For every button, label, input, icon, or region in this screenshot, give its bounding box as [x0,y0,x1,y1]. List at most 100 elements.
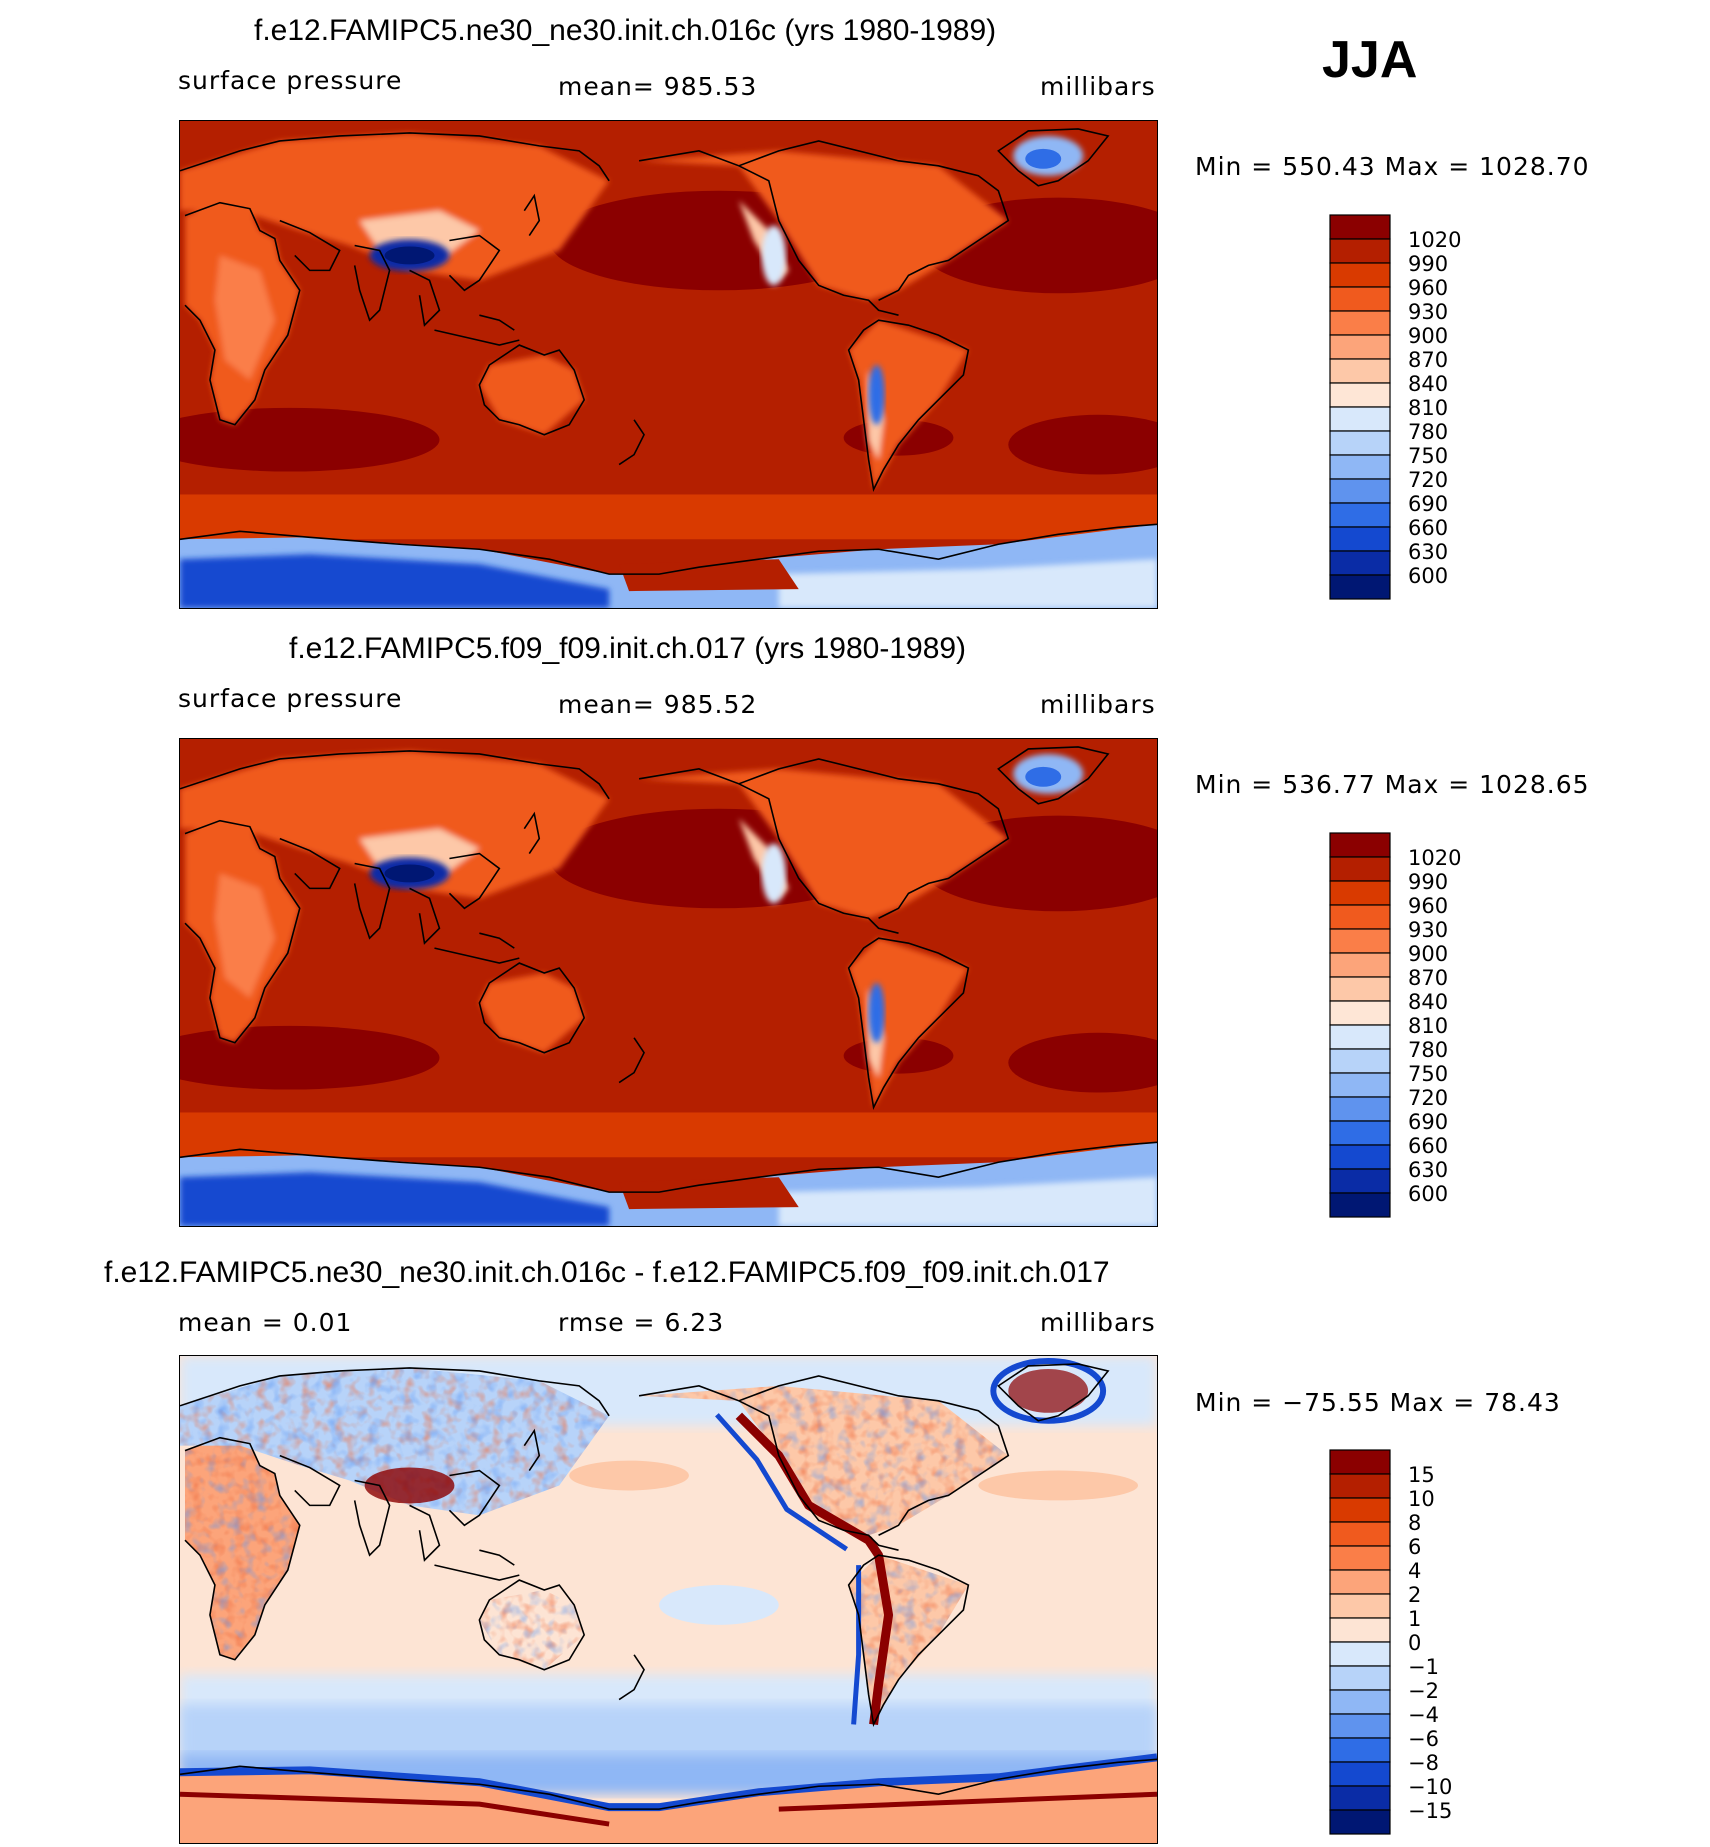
colorbar-tick-label: 630 [1408,1158,1448,1182]
colorbar-tick-label: 990 [1408,870,1448,894]
panel-3-mean-label: mean = 0.01 [178,1308,353,1337]
colorbar-tick-label: 4 [1408,1559,1421,1583]
colorbar-swatch [1329,214,1391,240]
colorbar-tick-label: 630 [1408,540,1448,564]
colorbar-swatch [1329,574,1391,600]
colorbar-swatch [1329,454,1391,480]
panel-1-colorbar: 1020 990 960 930 900 870 840 810 780 750 720 690 660… [1329,214,1470,610]
panel-2-title: f.e12.FAMIPC5.f09_f09.init.ch.017 (yrs 1… [289,632,967,665]
panel-3-map-svg [180,1356,1157,1843]
colorbar-tick-label: 900 [1408,324,1448,348]
colorbar-swatch [1329,904,1391,930]
colorbar-tick-label: 6 [1408,1535,1421,1559]
colorbar-tick-label: 1 [1408,1607,1421,1631]
colorbar-tick-label: −4 [1408,1703,1439,1727]
colorbar-swatch [1329,856,1391,882]
panel-2-mean-label: mean= 985.52 [558,690,758,719]
colorbar-swatch [1329,832,1391,858]
colorbar-swatch [1329,502,1391,528]
colorbar-swatch [1329,1809,1391,1835]
panel-3-units-label: millibars [1040,1308,1156,1337]
panel-3-colorbar: 15 10 8 6 4 2 1 0 −1 −2 −4 −6 −8 −10 −15 [1329,1449,1470,1845]
colorbar-tick-label: 810 [1408,396,1448,420]
colorbar-tick-label: 840 [1408,372,1448,396]
colorbar-tick-label: 930 [1408,918,1448,942]
colorbar-swatch [1329,1120,1391,1146]
colorbar-tick-label: 990 [1408,252,1448,276]
panel-3-title: f.e12.FAMIPC5.ne30_ne30.init.ch.016c - f… [104,1256,1110,1289]
colorbar-tick-label: 780 [1408,1038,1448,1062]
panel-1-map-svg [180,121,1157,608]
panel-1-mean-label: mean= 985.53 [558,72,758,101]
colorbar-swatch [1329,1545,1391,1571]
colorbar-tick-label: 690 [1408,492,1448,516]
colorbar-swatch [1329,1521,1391,1547]
colorbar-tick-label: 2 [1408,1583,1421,1607]
colorbar-tick-label: 720 [1408,1086,1448,1110]
colorbar-tick-label: 960 [1408,276,1448,300]
panel-1-map [179,120,1158,609]
colorbar-swatch [1329,262,1391,288]
colorbar-tick-label: 870 [1408,348,1448,372]
colorbar-swatch [1329,358,1391,384]
colorbar-swatch [1329,1449,1391,1475]
panel-3-map [179,1355,1158,1844]
colorbar-tick-label: 840 [1408,990,1448,1014]
colorbar-tick-label: 600 [1408,1182,1448,1206]
panel-2-units-label: millibars [1040,690,1156,719]
colorbar-tick-label: 0 [1408,1631,1421,1655]
colorbar-swatch [1329,1000,1391,1026]
panel-1-title: f.e12.FAMIPC5.ne30_ne30.init.ch.016c (yr… [254,14,997,47]
colorbar-swatch [1329,1168,1391,1194]
colorbar-tick-label: 660 [1408,516,1448,540]
panel-1-colorbar-svg: 1020990960930900870840810780750720690660… [1329,214,1461,600]
season-label: JJA [1322,31,1418,89]
colorbar-swatch [1329,1641,1391,1667]
colorbar-swatch [1329,1072,1391,1098]
colorbar-tick-label: 930 [1408,300,1448,324]
panel-2-variable-label: surface pressure [178,684,403,713]
colorbar-tick-label: 870 [1408,966,1448,990]
panel-3-rmse-label: rmse = 6.23 [558,1308,725,1337]
colorbar-tick-label: 8 [1408,1511,1421,1535]
colorbar-tick-label: 690 [1408,1110,1448,1134]
colorbar-tick-label: 750 [1408,444,1448,468]
colorbar-swatch [1329,286,1391,312]
colorbar-swatch [1329,1761,1391,1787]
colorbar-swatch [1329,1096,1391,1122]
colorbar-swatch [1329,952,1391,978]
colorbar-swatch [1329,1192,1391,1218]
colorbar-swatch [1329,1144,1391,1170]
panel-2-map-svg [180,739,1157,1226]
colorbar-tick-label: 720 [1408,468,1448,492]
panel-1-units-label: millibars [1040,72,1156,101]
colorbar-tick-label: 1020 [1408,228,1461,252]
colorbar-swatch [1329,238,1391,264]
panel-1-minmax: Min = 550.43 Max = 1028.70 [1195,152,1590,181]
colorbar-tick-label: 810 [1408,1014,1448,1038]
colorbar-tick-label: −1 [1408,1655,1439,1679]
colorbar-swatch [1329,1048,1391,1074]
panel-2-minmax: Min = 536.77 Max = 1028.65 [1195,770,1590,799]
colorbar-tick-label: 10 [1408,1487,1435,1511]
colorbar-swatch [1329,550,1391,576]
colorbar-tick-label: −2 [1408,1679,1439,1703]
colorbar-swatch [1329,1713,1391,1739]
colorbar-tick-label: 600 [1408,564,1448,588]
colorbar-tick-label: 750 [1408,1062,1448,1086]
panel-2-map [179,738,1158,1227]
colorbar-swatch [1329,1593,1391,1619]
colorbar-swatch [1329,1024,1391,1050]
colorbar-swatch [1329,1689,1391,1715]
colorbar-tick-label: 660 [1408,1134,1448,1158]
colorbar-tick-label: −8 [1408,1751,1439,1775]
colorbar-swatch [1329,382,1391,408]
colorbar-tick-label: −15 [1408,1799,1452,1823]
colorbar-swatch [1329,928,1391,954]
colorbar-tick-label: 1020 [1408,846,1461,870]
colorbar-swatch [1329,976,1391,1002]
colorbar-swatch [1329,1473,1391,1499]
colorbar-tick-label: 15 [1408,1463,1435,1487]
colorbar-swatch [1329,430,1391,456]
